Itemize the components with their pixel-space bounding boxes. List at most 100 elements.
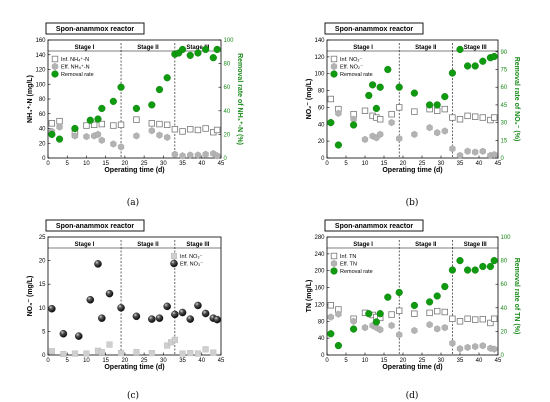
data-point <box>90 121 98 129</box>
y2-tick-label: 100 <box>501 235 512 241</box>
x-tick-label: 20 <box>400 161 407 167</box>
y-tick-label: 80 <box>39 97 46 103</box>
data-point <box>369 81 377 89</box>
y-axis-label: NH₄⁺-N (mg/L) <box>27 75 34 123</box>
y-tick-label: 25 <box>39 235 46 241</box>
y2-tick-label: 90 <box>501 50 508 56</box>
data-point <box>187 126 194 133</box>
data-point <box>472 342 479 351</box>
y2-tick-label: 20 <box>501 329 508 335</box>
panel-d: Spon-anammox reactor Stage I Stage II Stage… <box>306 219 520 401</box>
y2-axis-label: Removal rate of NO₂⁻ (%) <box>513 57 520 142</box>
legend-marker <box>330 70 338 78</box>
y-tick-label: 20 <box>318 139 325 145</box>
y2-tick-label: 15 <box>501 138 508 144</box>
x-tick-label: 0 <box>325 161 329 167</box>
data-point <box>186 51 194 59</box>
data-point <box>179 350 186 357</box>
data-point <box>327 302 334 309</box>
x-tick-label: 25 <box>419 358 426 364</box>
data-point <box>202 346 209 353</box>
data-point <box>83 132 90 141</box>
x-tick-label: 20 <box>122 358 129 364</box>
y-tick-label: 60 <box>39 112 46 118</box>
data-point <box>426 124 433 132</box>
data-point <box>384 293 392 301</box>
data-point <box>396 134 403 143</box>
panel-caption: (c) <box>127 390 139 401</box>
data-point <box>214 152 221 160</box>
data-point <box>155 314 164 322</box>
data-point <box>75 332 83 340</box>
data-point <box>117 121 125 129</box>
legend-marker <box>51 62 59 71</box>
data-point <box>426 298 434 306</box>
data-point <box>395 83 403 91</box>
data-point <box>94 130 102 139</box>
y2-tick-label: 45 <box>501 103 508 109</box>
data-point <box>410 301 419 310</box>
data-point <box>133 116 140 123</box>
data-point <box>187 151 194 159</box>
data-point <box>194 49 202 57</box>
data-point <box>441 323 448 332</box>
data-point <box>486 262 495 271</box>
stage-label: Stage III <box>464 242 487 248</box>
data-point <box>71 350 78 357</box>
data-point <box>411 310 418 317</box>
data-point <box>106 341 113 348</box>
data-point <box>86 296 95 304</box>
legend-marker <box>170 259 178 268</box>
data-point <box>479 147 486 155</box>
x-tick-label: 45 <box>218 358 225 364</box>
y-tick-label: 100 <box>35 82 46 88</box>
x-tick-label: 10 <box>362 161 369 167</box>
data-point <box>94 115 102 123</box>
chart-title: Spon-anammox reactor <box>335 223 413 230</box>
data-point <box>83 122 90 129</box>
data-point <box>171 150 179 158</box>
data-point <box>464 343 471 352</box>
data-point <box>376 310 384 318</box>
data-point <box>479 315 486 323</box>
data-point <box>86 116 94 124</box>
data-point <box>327 95 334 103</box>
data-point <box>105 289 114 298</box>
data-point <box>449 145 456 153</box>
legend-label: Eff. NH₄⁺-N <box>61 64 90 71</box>
x-tick-label: 0 <box>46 358 50 364</box>
y-tick-label: 15 <box>39 282 46 288</box>
data-point <box>395 307 403 314</box>
x-tick-label: 45 <box>495 161 502 167</box>
data-point <box>171 336 178 343</box>
y-tick-label: 60 <box>318 105 325 111</box>
data-point <box>449 339 456 347</box>
data-point <box>171 126 179 133</box>
data-point <box>71 124 79 133</box>
data-point <box>479 342 486 350</box>
data-point <box>426 321 433 329</box>
data-point <box>449 315 456 322</box>
legend-label: Removal rate <box>340 72 373 78</box>
data-point <box>334 341 343 350</box>
data-point <box>487 319 494 327</box>
stage-label: Stage III <box>464 45 487 51</box>
data-point <box>194 151 202 159</box>
data-point <box>491 345 498 353</box>
title-border <box>324 22 424 35</box>
data-point <box>148 101 156 109</box>
data-point <box>163 74 171 82</box>
data-point <box>148 315 156 323</box>
data-point <box>411 326 418 335</box>
data-point <box>433 307 441 315</box>
x-tick-label: 15 <box>381 161 388 167</box>
legend-marker <box>330 267 338 275</box>
legend-label: Inf. NO₃⁻ <box>180 254 203 260</box>
data-point <box>471 316 479 323</box>
data-point <box>426 309 433 317</box>
y-tick-label: 10 <box>39 306 46 312</box>
panel-caption: (b) <box>406 197 419 208</box>
panel-a: Spon-anammox reactor Stage I Stage II Stage… <box>27 22 243 208</box>
data-point <box>202 125 209 132</box>
